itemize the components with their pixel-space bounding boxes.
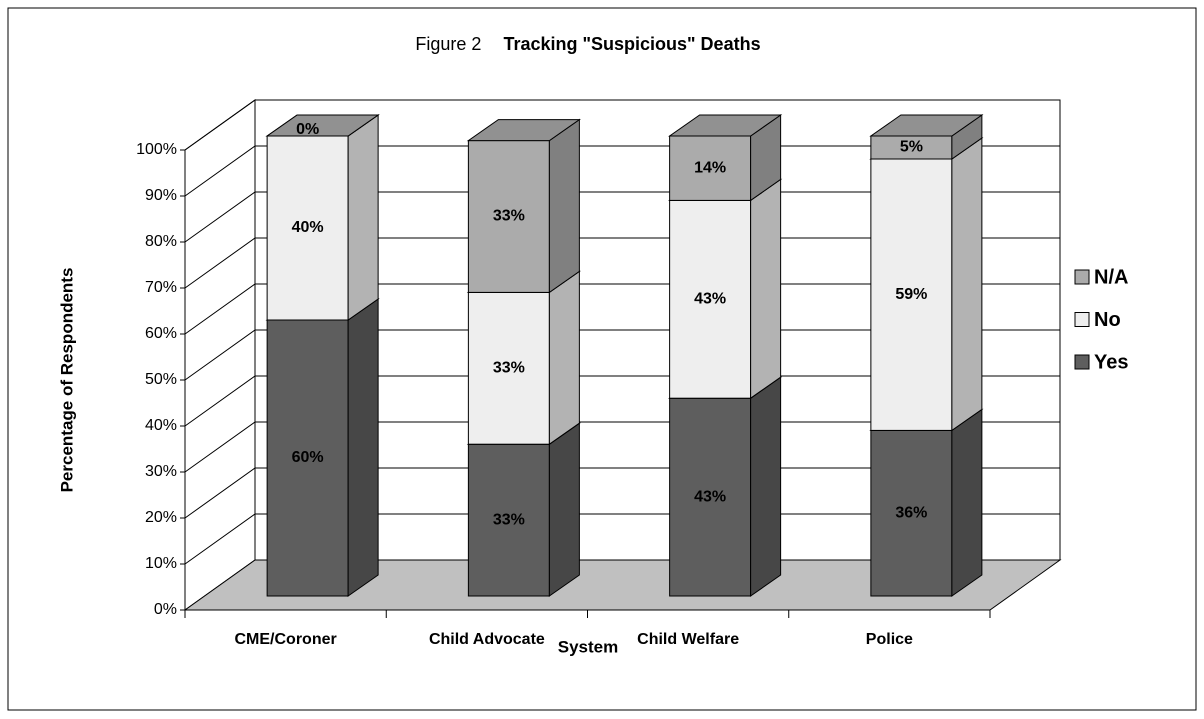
y-tick-label: 60% (145, 325, 177, 342)
bar-side (548, 270, 580, 446)
data-label: 0% (296, 121, 319, 138)
bar-segment (467, 291, 550, 445)
y-tick-label: 100% (136, 141, 177, 158)
x-tick-label: CME/Coroner (235, 631, 337, 648)
data-label: 33% (493, 360, 525, 377)
legend-swatch (1074, 269, 1090, 285)
x-tick-label: Child Advocate (429, 631, 545, 648)
data-label: 60% (292, 449, 324, 466)
y-axis-label: Percentage of Respondents (57, 268, 76, 493)
x-tick-label: Police (866, 631, 913, 648)
chart-title-group: Figure 2 Tracking "Suspicious" Deaths (415, 34, 760, 54)
data-label: 36% (895, 504, 927, 521)
grid-line (184, 283, 1060, 335)
legend-swatch (1074, 354, 1090, 370)
y-tick-label: 70% (145, 279, 177, 296)
bar-side (347, 114, 379, 321)
grid-line (184, 375, 1060, 427)
grid-line (184, 467, 1060, 519)
y-tick-label: 0% (154, 601, 177, 618)
bar-segment (266, 319, 349, 597)
grid-line (184, 237, 1060, 289)
data-label: 43% (694, 291, 726, 308)
bar-side (347, 298, 379, 597)
legend-label: No (1094, 309, 1121, 331)
y-tick-label: 50% (145, 371, 177, 388)
bar-side (750, 376, 782, 597)
bar-side (548, 422, 580, 597)
bar-top (668, 114, 783, 137)
bar-side (951, 408, 983, 597)
legend-label: N/A (1094, 266, 1128, 288)
bar-segment (870, 158, 953, 431)
y-tick-label: 90% (145, 187, 177, 204)
bar-side (951, 137, 983, 432)
grid-line (184, 99, 1060, 151)
figure-label: Figure 2 (415, 34, 481, 54)
x-axis-label: System (558, 637, 618, 656)
legend-swatch (1074, 312, 1090, 327)
bar-side (548, 118, 580, 294)
data-label: 14% (694, 159, 726, 176)
data-label: 5% (900, 139, 923, 156)
y-tick-label: 10% (145, 555, 177, 572)
data-label: 33% (493, 511, 525, 528)
y-tick-label: 30% (145, 463, 177, 480)
bar-top (466, 119, 581, 142)
legend-label: Yes (1094, 351, 1128, 373)
data-label: 33% (493, 208, 525, 225)
data-label: 43% (694, 488, 726, 505)
grid-line (184, 191, 1060, 243)
data-label: 59% (895, 286, 927, 303)
bar-segment (266, 135, 349, 321)
grid-line (184, 421, 1060, 473)
bar-segment (669, 199, 752, 399)
grid-line (184, 329, 1060, 381)
bar-segment (669, 397, 752, 597)
chart-title: Tracking "Suspicious" Deaths (503, 34, 760, 54)
bar-top (869, 114, 984, 137)
grid-line (184, 513, 1060, 565)
bar-segment (870, 429, 953, 597)
x-tick-label: Child Welfare (637, 631, 739, 648)
y-tick-label: 40% (145, 417, 177, 434)
bar-top (265, 114, 380, 137)
grid-line (184, 145, 1060, 197)
bar-segment (467, 443, 550, 597)
bar-side (750, 178, 782, 400)
y-tick-label: 80% (145, 233, 177, 250)
data-label: 40% (292, 219, 324, 236)
floor (183, 559, 1062, 611)
y-tick-label: 20% (145, 509, 177, 526)
